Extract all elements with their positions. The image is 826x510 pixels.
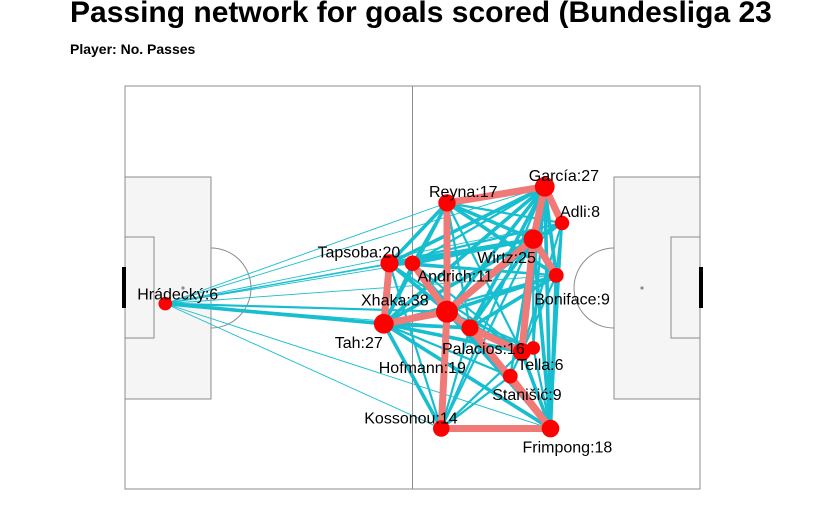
player-label-frimpong: Frimpong:18 [523,440,613,457]
strong-pass-edge-palacios-hofmann [466,324,526,356]
player-labels: Hrádecký:6 Tapsoba:20 Andrich:11 Xhaka:38 Ta… [137,168,612,457]
player-node-stanisic [502,368,518,384]
thick-pass-edges [380,183,566,433]
right-penalty-arc [573,247,615,329]
pass-edge-tella-frimpong [532,347,552,429]
pass-edge-hradecky-kossonou [165,303,442,429]
thin-pass-edges [165,185,564,431]
player-label-boniface: Boniface:9 [534,291,610,308]
pass-edge-hofmann-frimpong [520,351,553,430]
player-label-wirtz: Wirtz:25 [477,250,536,267]
strong-pass-edge-tapsoba-tah [380,259,393,328]
player-node-boniface [548,268,564,283]
pass-edge-wirtz-andrich [412,237,534,266]
player-node-garcia [534,176,555,197]
pass-edge-xhaka-garcia [445,185,547,313]
right-penalty-spot [640,286,644,290]
player-node-tah [373,313,394,334]
player-node-adli [554,215,570,231]
pass-edge-hradecky-boniface [165,274,557,305]
player-label-adli: Adli:8 [560,204,600,221]
strong-pass-edge-reyna-garcia [443,183,549,207]
player-label-tapsoba: Tapsoba:20 [318,244,401,261]
strong-pass-edge-wirtz-hofmann [518,235,537,356]
player-label-tella: Tella:6 [517,357,563,374]
pass-edge-hradecky-reyna [165,202,448,305]
player-node-wirtz [523,229,543,249]
left-penalty-spot [181,286,185,290]
pass-edge-tapsoba-garcia [388,185,546,265]
pass-edge-hradecky-frimpong [165,303,551,429]
player-label-kossonou: Kossonou:14 [364,411,458,428]
player-label-reyna: Reyna:17 [429,184,498,201]
pass-edge-kossonou-garcia [440,186,546,429]
left-goal [122,267,126,308]
player-node-tapsoba [380,254,399,273]
player-node-frimpong [541,419,560,438]
chart-title: Passing network for goals scored (Bundes… [70,0,772,29]
player-node-reyna [438,194,456,212]
player-label-andrich: Andrich:11 [418,268,493,285]
pass-edge-hradecky-tah [165,301,384,326]
pass-edge-adli-hofmann [520,222,564,353]
player-node-andrich [404,255,421,272]
player-label-hofmann: Hofmann:19 [379,360,466,377]
chart-subtitle: Player: No. Passes [70,41,196,57]
player-node-xhaka [436,300,458,323]
player-label-tah: Tah:27 [335,335,383,352]
player-node-palacios [461,319,479,337]
strong-pass-edge-xhaka-kossonou [437,308,451,433]
pass-edge-stanisic-kossonou [440,375,511,430]
pass-edge-andrich-hofmann [411,262,523,353]
pass-edge-hofmann-kossonou [440,351,523,430]
pass-edge-tapsoba-reyna [388,201,449,265]
strong-pass-edge-stanisic-frimpong [506,372,554,433]
player-node-hradecky [158,296,173,311]
pass-edge-boniface-hofmann [520,274,558,353]
pass-edge-palacios-kossonou [440,327,472,429]
pass-edge-reyna-andrich [411,202,448,264]
player-label-garcia: García:27 [529,168,599,185]
pass-edge-garcia-andrich [411,185,546,265]
pass-edge-tapsoba-kossonou [388,262,443,429]
pass-edge-hradecky-garcia [165,186,545,305]
right-goal [699,267,703,308]
right-goal-area [670,236,701,339]
pass-edge-wirtz-frimpong [531,238,553,429]
pass-edge-garcia-frimpong [542,186,553,429]
player-label-hradecky: Hrádecký:6 [137,287,218,304]
player-node-hofmann [512,343,531,361]
pass-edge-boniface-palacios [469,273,558,330]
pass-edge-tah-kossonou [382,322,443,430]
pass-edge-tah-hofmann [383,322,523,354]
pass-edge-boniface-frimpong [548,275,559,429]
player-label-palacios: Palacios:16 [442,341,525,358]
pitch [122,85,703,490]
player-label-stanisic: Stanišić:9 [492,387,561,404]
strong-pass-edge-xhaka-wirtz [443,235,537,316]
left-goal-area [124,236,155,339]
pass-edge-tah-andrich [382,262,414,325]
pass-edge-hradecky-andrich [165,262,413,305]
player-nodes [158,176,570,438]
player-node-kossonou [433,420,450,437]
player-label-xhaka: Xhaka:38 [361,293,429,310]
pass-edge-tah-garcia [382,185,546,326]
